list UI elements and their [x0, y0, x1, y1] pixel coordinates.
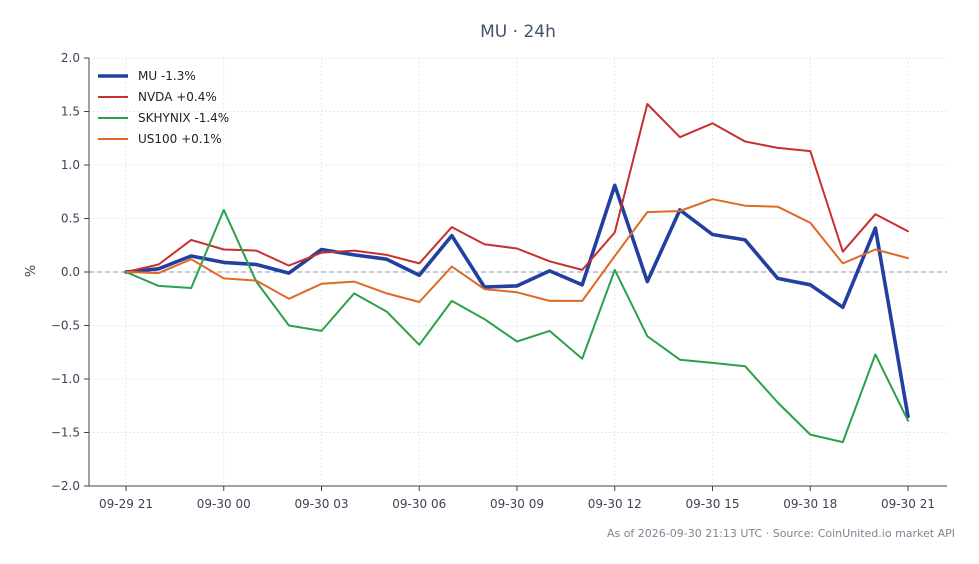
x-tick-label: 09-30 03 — [295, 497, 349, 511]
y-tick-label: −2.0 — [51, 479, 80, 493]
y-tick-label: −0.5 — [51, 319, 80, 333]
series-line-3 — [125, 198, 909, 303]
x-tick-label: 09-30 18 — [783, 497, 837, 511]
x-tick-label: 09-30 12 — [588, 497, 642, 511]
legend-label: SKHYNIX -1.4% — [138, 111, 229, 125]
footer-source: As of 2026-09-30 21:13 UTC · Source: Coi… — [607, 527, 955, 540]
x-tick-label: 09-30 00 — [197, 497, 251, 511]
series-line-0 — [124, 183, 910, 419]
chart-title: MU · 24h — [480, 22, 556, 42]
y-tick-label: −1.0 — [51, 372, 80, 386]
legend-label: MU -1.3% — [138, 69, 196, 83]
x-tick-label: 09-30 21 — [881, 497, 935, 511]
x-tick-label: 09-30 06 — [392, 497, 446, 511]
x-tick-label: 09-30 15 — [686, 497, 740, 511]
axes: 2.0 1.5 1.0 0.5 0.0 −0.5 −1.0 −1.5 −2.0 09-29 21 0… — [51, 51, 947, 511]
y-tick-label: 1.0 — [61, 158, 80, 172]
y-tick-label: 0.5 — [61, 212, 80, 226]
y-tick-label: −1.5 — [51, 426, 80, 440]
y-axis-label: % — [24, 265, 39, 277]
series-line-1 — [125, 103, 909, 273]
y-tick-label: 1.5 — [61, 105, 80, 119]
y-tick-label: 2.0 — [61, 51, 80, 65]
x-tick-label: 09-30 09 — [490, 497, 544, 511]
legend-label: NVDA +0.4% — [138, 90, 217, 104]
x-tick-label: 09-29 21 — [99, 497, 153, 511]
y-tick-label: 0.0 — [61, 265, 80, 279]
series-group — [124, 103, 910, 444]
legend-label: US100 +0.1% — [138, 132, 222, 146]
legend: MU -1.3% NVDA +0.4% SKHYNIX -1.4% US100 +0.… — [98, 69, 229, 146]
